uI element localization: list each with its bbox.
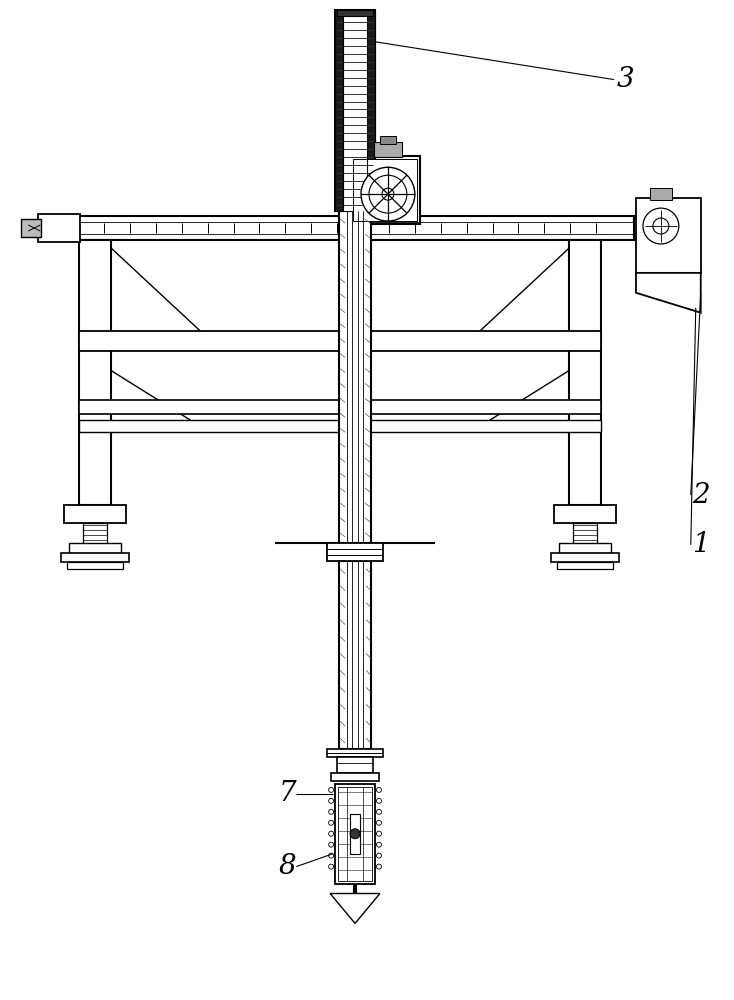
Circle shape xyxy=(350,829,360,839)
Bar xyxy=(79,420,601,432)
Bar xyxy=(79,331,601,351)
Bar xyxy=(573,523,597,545)
Circle shape xyxy=(329,820,334,825)
Circle shape xyxy=(329,842,334,847)
Circle shape xyxy=(382,188,394,200)
Circle shape xyxy=(329,787,334,792)
Circle shape xyxy=(377,809,382,814)
Bar xyxy=(67,562,123,569)
Bar xyxy=(83,523,107,545)
Bar xyxy=(331,773,379,781)
Bar xyxy=(636,198,701,273)
Bar xyxy=(338,787,372,881)
Bar xyxy=(343,10,367,211)
Bar xyxy=(21,219,41,237)
Bar xyxy=(335,784,375,884)
Circle shape xyxy=(329,864,334,869)
Text: 1: 1 xyxy=(691,531,709,558)
Circle shape xyxy=(329,831,334,836)
Bar xyxy=(337,10,373,16)
Bar xyxy=(69,543,121,553)
Text: 8: 8 xyxy=(278,853,296,880)
Circle shape xyxy=(329,809,334,814)
Circle shape xyxy=(329,798,334,803)
Bar xyxy=(551,553,619,562)
Bar xyxy=(374,142,402,157)
Bar xyxy=(335,10,343,211)
Bar xyxy=(559,543,611,553)
Circle shape xyxy=(377,864,382,869)
Bar xyxy=(380,136,396,144)
Bar xyxy=(554,505,616,523)
Bar xyxy=(570,240,601,505)
Circle shape xyxy=(361,167,415,221)
Bar xyxy=(557,562,613,569)
Circle shape xyxy=(653,218,669,234)
Text: 7: 7 xyxy=(278,780,296,807)
Bar xyxy=(339,561,371,749)
Bar xyxy=(367,10,375,211)
Circle shape xyxy=(643,208,679,244)
Bar xyxy=(337,757,373,773)
Polygon shape xyxy=(636,273,701,313)
Circle shape xyxy=(377,820,382,825)
Bar xyxy=(350,814,360,854)
Bar xyxy=(339,211,371,560)
Bar xyxy=(353,159,417,221)
Circle shape xyxy=(377,787,382,792)
Bar xyxy=(327,543,383,561)
Text: 3: 3 xyxy=(617,66,635,93)
Bar xyxy=(650,188,672,200)
Circle shape xyxy=(329,853,334,858)
Circle shape xyxy=(377,842,382,847)
Circle shape xyxy=(369,175,407,213)
Bar xyxy=(38,214,80,242)
Bar xyxy=(64,505,126,523)
Bar xyxy=(79,400,601,414)
Bar xyxy=(79,240,111,505)
Polygon shape xyxy=(330,894,380,923)
Bar xyxy=(350,156,420,224)
Bar xyxy=(76,216,634,240)
Bar xyxy=(327,749,383,757)
Circle shape xyxy=(377,853,382,858)
Circle shape xyxy=(377,798,382,803)
Text: 2: 2 xyxy=(691,482,709,509)
Bar xyxy=(61,553,129,562)
Circle shape xyxy=(377,831,382,836)
Bar xyxy=(335,10,375,211)
